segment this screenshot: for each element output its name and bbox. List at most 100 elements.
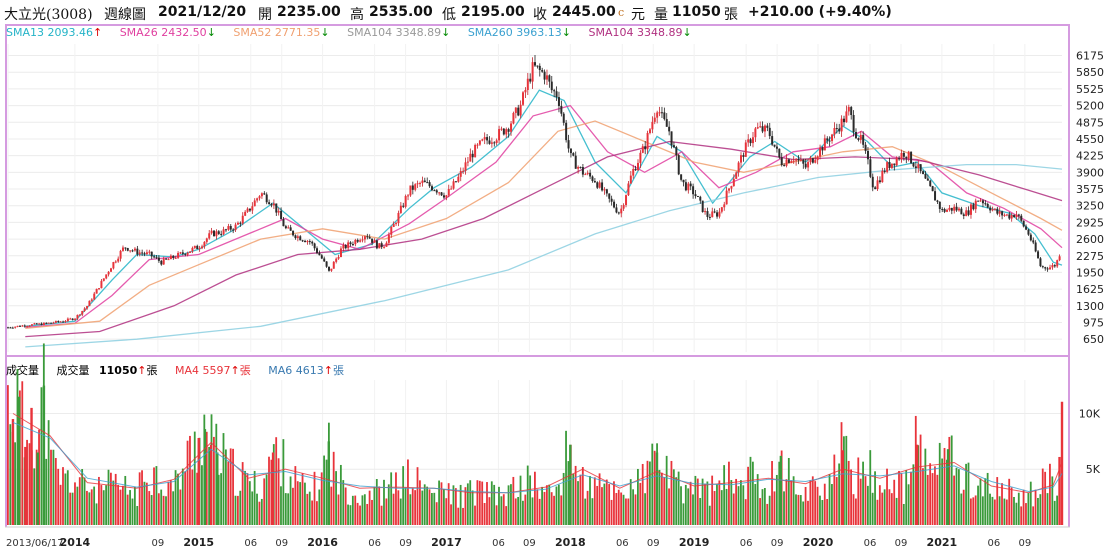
volume-bar bbox=[907, 484, 910, 525]
volume-bar bbox=[335, 471, 337, 525]
volume-bar bbox=[196, 472, 199, 525]
volume-bar bbox=[330, 486, 333, 525]
candle-body bbox=[244, 211, 247, 216]
volume-bar bbox=[529, 475, 532, 525]
price-y-tick-label: 3575 bbox=[1076, 183, 1104, 196]
volume-bar bbox=[548, 484, 551, 525]
volume-bar bbox=[117, 484, 119, 525]
candle-body bbox=[366, 236, 369, 238]
candle-body bbox=[86, 306, 89, 309]
candle-body bbox=[512, 112, 515, 124]
candle-body bbox=[957, 208, 960, 211]
volume-bar bbox=[730, 480, 733, 525]
candle-body bbox=[869, 159, 872, 177]
candle-body bbox=[18, 325, 21, 327]
volume-bar bbox=[81, 469, 84, 525]
volume-bar bbox=[754, 483, 757, 525]
volume-legend-unit: 張 bbox=[146, 364, 158, 377]
volume-bar bbox=[246, 473, 249, 525]
candle-body bbox=[785, 159, 788, 166]
volume-bar bbox=[435, 502, 438, 525]
candle-body bbox=[1001, 211, 1004, 216]
volume-legend-value: 11050 bbox=[99, 364, 138, 377]
ma-line-sma52 bbox=[25, 120, 1063, 330]
volume-bar bbox=[280, 486, 282, 525]
volume-bar bbox=[785, 479, 788, 525]
candle-body bbox=[407, 195, 410, 197]
candle-body bbox=[162, 258, 165, 265]
volume-bar bbox=[620, 492, 623, 525]
candle-body bbox=[699, 196, 702, 201]
x-tick-label: 06 bbox=[864, 538, 877, 549]
volume-bar bbox=[787, 457, 790, 525]
candle-body bbox=[967, 210, 970, 215]
price-y-tick-label: 4225 bbox=[1076, 150, 1104, 163]
volume-bar bbox=[244, 470, 246, 525]
candle-body bbox=[900, 152, 903, 160]
candle-body bbox=[541, 70, 544, 72]
candle-body bbox=[866, 150, 869, 160]
volume-bar bbox=[486, 482, 488, 525]
volume-bar bbox=[62, 467, 64, 525]
candle-body bbox=[45, 322, 48, 324]
volume-bar bbox=[181, 468, 184, 525]
candle-body bbox=[280, 210, 283, 220]
volume-bar bbox=[349, 505, 352, 525]
volume-bar bbox=[574, 465, 577, 525]
candle-body bbox=[680, 174, 683, 180]
volume-bar bbox=[890, 493, 893, 525]
candle-body bbox=[229, 226, 232, 230]
volume-bar bbox=[208, 446, 211, 525]
candle-body bbox=[883, 170, 886, 172]
volume-bar bbox=[1001, 483, 1003, 525]
price-change: +210.00 (+9.40%) bbox=[748, 4, 892, 20]
candle-body bbox=[179, 252, 182, 254]
volume-bar bbox=[567, 461, 570, 525]
candle-body bbox=[62, 321, 65, 323]
candle-body bbox=[859, 134, 862, 140]
ma-legend-item-2: SMA26 2432.50↓ bbox=[119, 26, 216, 39]
volume-legend-title: 成交量 bbox=[6, 364, 39, 377]
candle-body bbox=[59, 321, 62, 323]
candle-body bbox=[934, 191, 937, 201]
candle-body bbox=[177, 252, 180, 258]
volume-bar bbox=[589, 476, 591, 525]
candle-body bbox=[984, 203, 987, 205]
ma-line-sma104 bbox=[25, 140, 1063, 338]
volume-bar bbox=[1005, 499, 1008, 525]
volume-bar bbox=[423, 484, 426, 525]
candle-body bbox=[368, 237, 371, 239]
candle-body bbox=[141, 252, 144, 254]
low-label: 低 bbox=[442, 7, 456, 23]
volume-bar bbox=[69, 492, 72, 525]
volume-bar bbox=[366, 503, 369, 525]
volume-bar bbox=[672, 469, 675, 525]
volume-bar bbox=[862, 461, 864, 525]
volume-bar bbox=[414, 490, 417, 525]
candle-body bbox=[483, 137, 486, 140]
volume-bar bbox=[519, 475, 522, 525]
candle-body bbox=[804, 163, 807, 168]
candle-body bbox=[311, 241, 314, 244]
volume-bar bbox=[984, 478, 987, 525]
high-value: 2535.00 bbox=[369, 4, 433, 20]
volume-bar bbox=[615, 493, 618, 525]
volume-bar bbox=[874, 471, 876, 525]
candle-body bbox=[397, 212, 400, 224]
candle-body bbox=[629, 175, 632, 184]
candle-body bbox=[76, 314, 79, 319]
candle-body bbox=[210, 230, 213, 234]
volume-bar bbox=[464, 487, 467, 525]
candle-body bbox=[342, 245, 345, 249]
candle-body bbox=[603, 189, 606, 191]
volume-bar bbox=[1020, 506, 1023, 525]
candle-body bbox=[466, 161, 469, 163]
volume-bar bbox=[1041, 468, 1044, 525]
candle-body bbox=[955, 206, 958, 211]
candle-body bbox=[620, 208, 623, 214]
candle-body bbox=[126, 248, 129, 251]
candle-body bbox=[843, 118, 846, 123]
volume-bar bbox=[471, 490, 474, 525]
volume-bar bbox=[392, 493, 395, 525]
